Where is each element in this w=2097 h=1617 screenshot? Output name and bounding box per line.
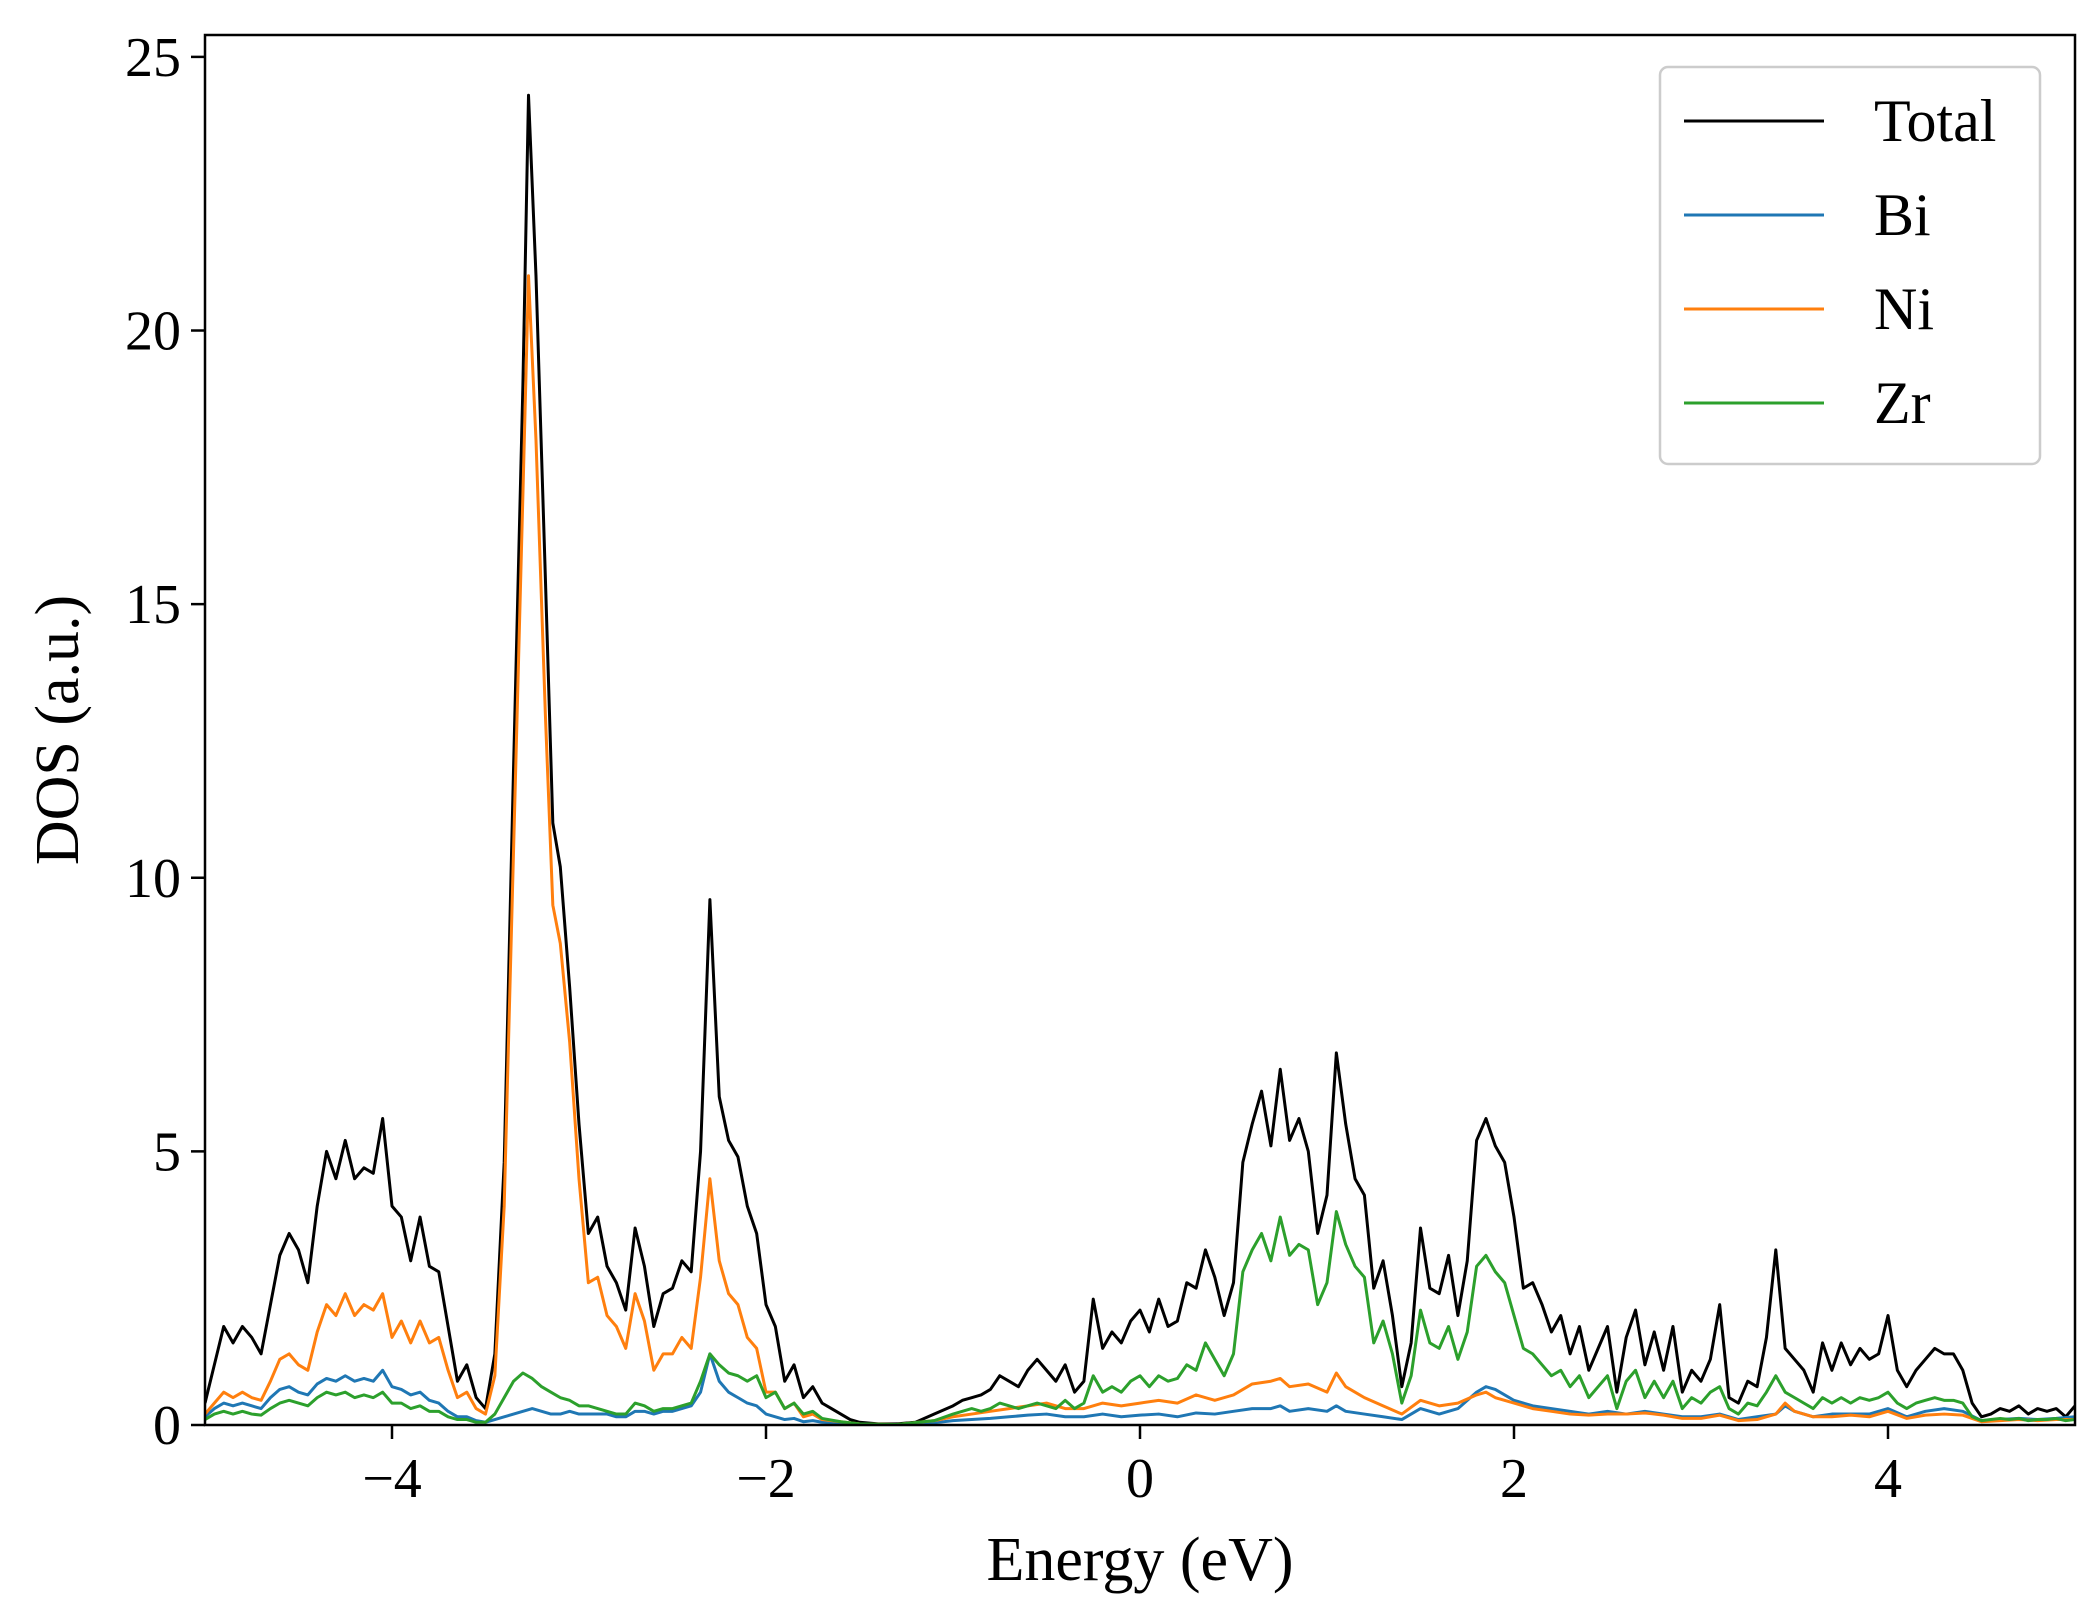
legend-label-zr: Zr — [1874, 370, 1931, 436]
legend-label-total: Total — [1874, 88, 1996, 154]
x-tick-label: 4 — [1874, 1448, 1902, 1510]
series-line-total — [205, 93, 2075, 1425]
y-axis-label: DOS (a.u.) — [24, 595, 92, 865]
legend: Total Bi Ni Zr — [1658, 65, 2042, 466]
legend-box — [1658, 65, 2042, 466]
y-tick-label: 0 — [153, 1395, 181, 1457]
x-tick-label: −2 — [736, 1448, 796, 1510]
x-axis-ticks: −4 −2 0 2 4 — [362, 1425, 1902, 1510]
x-axis-label: Energy (eV) — [986, 1526, 1293, 1594]
y-axis-ticks: 0 5 10 15 20 25 — [125, 27, 205, 1457]
x-tick-label: 2 — [1500, 1448, 1528, 1510]
y-tick-label: 15 — [125, 574, 181, 636]
legend-label-bi: Bi — [1874, 182, 1931, 248]
y-tick-label: 5 — [153, 1121, 181, 1183]
y-tick-label: 20 — [125, 301, 181, 363]
y-tick-label: 25 — [125, 27, 181, 89]
y-tick-label: 10 — [125, 848, 181, 910]
x-tick-label: 0 — [1126, 1448, 1154, 1510]
series-line-zr — [205, 1210, 2075, 1425]
x-tick-label: −4 — [362, 1448, 422, 1510]
legend-label-ni: Ni — [1874, 276, 1934, 342]
